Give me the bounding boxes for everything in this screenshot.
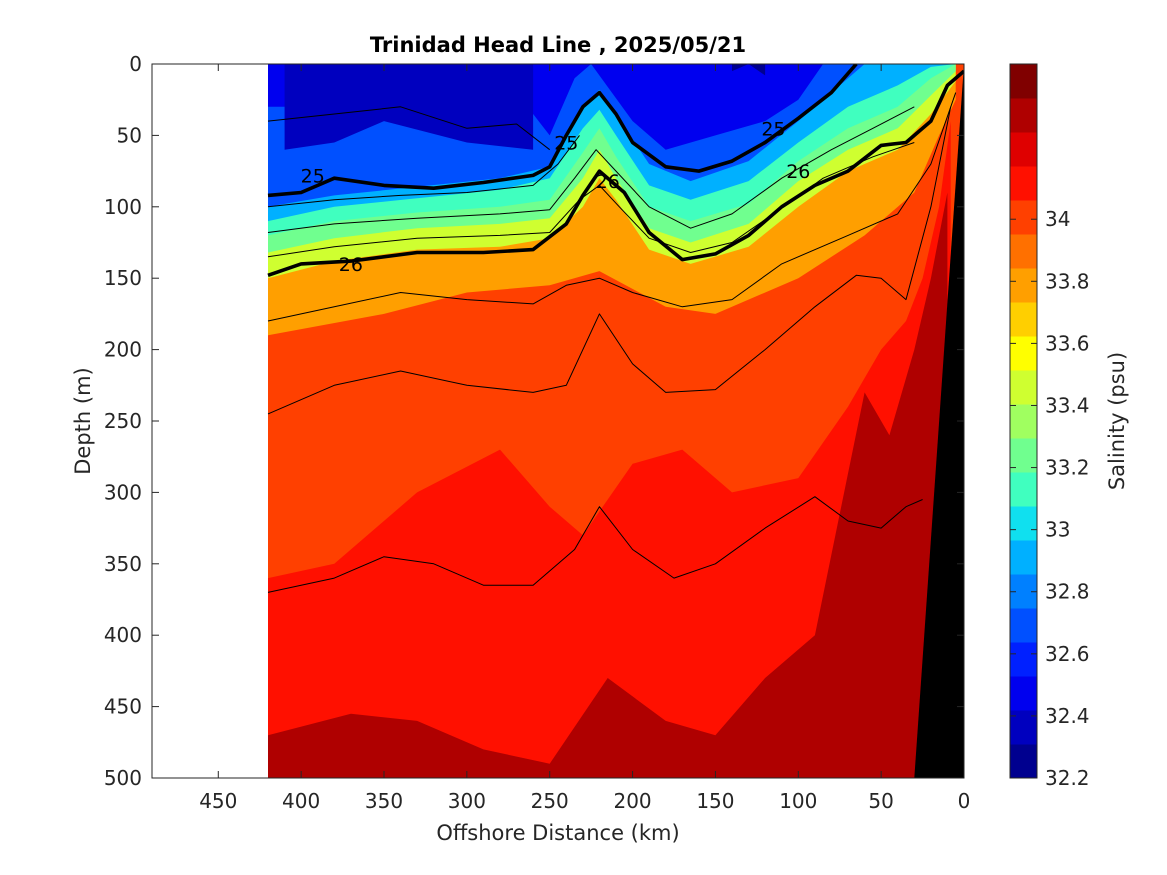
contour-label-1-1: 26 [596, 171, 620, 193]
colorbar-segment [1010, 370, 1037, 405]
colorbar-segment [1010, 642, 1037, 677]
colorbar-tick-label: 33.4 [1045, 393, 1090, 417]
colorbar-segment [1010, 132, 1037, 167]
density-contour-7 [267, 106, 915, 233]
colorbar-segment [1010, 540, 1037, 575]
colorbar-segment [1010, 506, 1037, 541]
salinity-band-8 [732, 64, 766, 76]
y-tick-label: 350 [104, 552, 142, 576]
y-tick-label: 0 [129, 52, 142, 76]
colorbar: 32.2 32.4 32.6 32.8 33 33.2 33.4 33.6 33.8 34 [1009, 63, 1090, 790]
colorbar-frame [1009, 63, 1038, 779]
deep-salinity-band-1 [268, 192, 948, 778]
chart-title: Trinidad Head Line , 2025/05/21 [370, 33, 746, 57]
colorbar-tick-label: 33.6 [1045, 331, 1090, 355]
x-tick-label: 400 [282, 789, 320, 813]
contour-label-1-2: 26 [786, 161, 810, 183]
deep-salinity-band-0 [268, 121, 951, 778]
x-tick-label: 450 [199, 789, 237, 813]
x-tick-label: 350 [365, 789, 403, 813]
bathymetry-shelf [914, 64, 964, 778]
x-tick-label: 50 [868, 789, 893, 813]
colorbar-segment [1010, 336, 1037, 371]
density-contour-6 [267, 135, 580, 208]
colorbar-tick-label: 33.2 [1045, 456, 1090, 480]
y-axis-label: Depth (m) [71, 367, 95, 474]
contour-label-0-0: 25 [301, 165, 325, 187]
density-contour-3 [267, 106, 952, 415]
axes: 450 400 350 300 250 200 150 100 50 00501001502002… [104, 52, 971, 813]
colorbar-segment [1010, 744, 1037, 779]
density-contour-1 [267, 69, 964, 278]
colorbar-segment [1010, 64, 1037, 99]
colorbar-tick-label: 32.2 [1045, 766, 1090, 790]
y-tick-label: 250 [104, 409, 142, 433]
x-tick-label: 100 [779, 789, 817, 813]
y-tick-label: 500 [104, 766, 142, 790]
y-tick-label: 100 [104, 195, 142, 219]
contour-label-0-1: 25 [554, 133, 578, 155]
x-tick-label: 0 [958, 789, 971, 813]
x-tick-label: 150 [696, 789, 734, 813]
colorbar-segment [1010, 200, 1037, 235]
colorbar-segment [1010, 472, 1037, 507]
colorbar-tick-label: 32.8 [1045, 580, 1090, 604]
x-tick-label: 300 [448, 789, 486, 813]
colorbar-segment [1010, 166, 1037, 201]
density-contour-4 [267, 496, 923, 593]
x-tick-label: 250 [531, 789, 569, 813]
y-tick-label: 400 [104, 623, 142, 647]
density-contour-8 [267, 142, 915, 258]
density-contour-2 [267, 92, 957, 322]
colorbar-segment [1010, 710, 1037, 745]
colorbar-tick-label: 32.6 [1045, 642, 1090, 666]
colorbar-segment [1010, 302, 1037, 337]
colorbar-tick-label: 33.8 [1045, 269, 1090, 293]
colorbar-segment [1010, 268, 1037, 303]
x-tick-label: 200 [613, 789, 651, 813]
colorbar-segment [1010, 676, 1037, 711]
y-tick-label: 150 [104, 266, 142, 290]
y-tick-label: 300 [104, 480, 142, 504]
y-tick-label: 200 [104, 338, 142, 362]
density-contour-0 [267, 64, 858, 198]
contour-label-1-0: 26 [339, 254, 363, 276]
colorbar-segment [1010, 234, 1037, 269]
colorbar-segment [1010, 98, 1037, 133]
contour-label-0-2: 25 [761, 118, 785, 140]
x-axis-label: Offshore Distance (km) [436, 821, 679, 845]
colorbar-segment [1010, 438, 1037, 473]
colorbar-tick-label: 32.4 [1045, 704, 1090, 728]
colorbar-segment [1010, 404, 1037, 439]
colorbar-tick-label: 33 [1045, 518, 1070, 542]
density-contour-5 [267, 106, 551, 151]
colorbar-label: Salinity (psu) [1105, 352, 1129, 490]
y-tick-label: 450 [104, 695, 142, 719]
colorbar-tick-label: 34 [1045, 207, 1070, 231]
y-tick-label: 50 [117, 123, 142, 147]
colorbar-segment [1010, 608, 1037, 643]
